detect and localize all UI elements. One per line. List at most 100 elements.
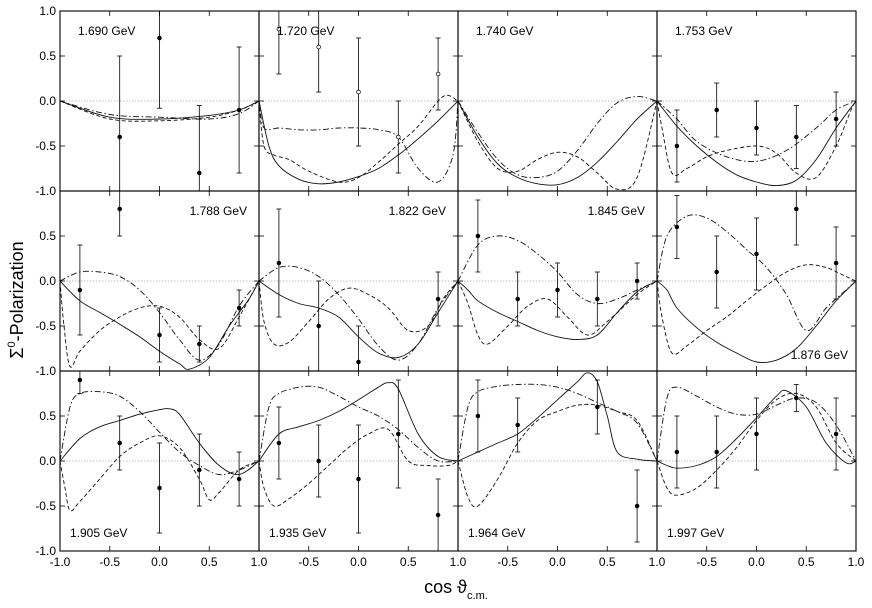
x-axis-title-main: cos ϑ (424, 577, 467, 597)
data-point-9-3 (157, 485, 162, 491)
data-point-9-4 (197, 467, 202, 473)
data-point-9-2 (117, 440, 122, 446)
data-point-2-5 (435, 71, 441, 77)
curve-dash-dot-panel-9 (59, 390, 260, 476)
x-tick-label-3-4: 0.5 (599, 555, 616, 569)
axis-ticks (59, 10, 857, 552)
data-point-5-5 (236, 305, 242, 311)
x-tick-label-4-5: 1.0 (848, 555, 865, 569)
y-tick-label-2-3: 0.0 (39, 274, 56, 288)
y-tick-label-3-5: -1.0 (35, 544, 56, 558)
curve-dash-dot-panel-10 (258, 385, 459, 463)
curve-solid-panel-10 (258, 382, 459, 462)
curve-dashed-panel-11 (457, 403, 658, 508)
x-tick-label-4-2: -0.5 (696, 555, 717, 569)
data-point-4-3 (754, 125, 759, 131)
data-point-12-2 (714, 449, 719, 455)
energy-label-5: 1.788 GeV (190, 204, 247, 218)
x-tick-label-2-3: 0.0 (350, 555, 367, 569)
data-point-11-3 (595, 404, 600, 410)
data-point-7-2 (515, 296, 520, 302)
curve-solid-panel-3 (457, 100, 658, 186)
y-tick-label-3-3: 0.0 (39, 454, 56, 468)
data-point-2-3 (356, 89, 361, 95)
curve-dash-dot-panel-6 (258, 265, 459, 361)
energy-label-9: 1.905 GeV (70, 526, 127, 540)
data-point-4-5 (833, 116, 839, 122)
x-tick-label-1-4: 0.5 (201, 555, 218, 569)
x-tick-label-1-3: 0.0 (151, 555, 168, 569)
energy-label-4: 1.753 GeV (675, 24, 732, 38)
x-axis-title-sub: c.m. (467, 590, 488, 602)
data-point-1-2 (157, 35, 162, 41)
curve-dashed-panel-10 (258, 427, 459, 507)
x-tick-label-1-2: -0.5 (99, 555, 120, 569)
x-tick-label-2-5: 1.0 (450, 555, 467, 569)
data-point-11-4 (634, 503, 640, 509)
x-tick-label-4-3: 0.0 (748, 555, 765, 569)
curve-solid-panel-9 (59, 408, 260, 476)
energy-label-11: 1.964 GeV (468, 526, 525, 540)
curve-dash-dot-panel-4 (656, 100, 857, 162)
data-point-9-5 (236, 476, 242, 482)
data-point-12-4 (794, 395, 799, 401)
curve-dashed-panel-7 (457, 280, 658, 345)
data-point-9-1 (77, 377, 83, 383)
x-axis-title: cos ϑc.m. (424, 577, 488, 602)
data-point-11-1 (475, 413, 481, 419)
data-point-1-4 (236, 107, 242, 113)
y-tick-label-2-5: -1.0 (35, 364, 56, 378)
data-point-7-5 (634, 278, 640, 284)
energy-label-10: 1.935 GeV (269, 526, 326, 540)
data-point-7-1 (475, 233, 481, 239)
y-axis-title-rest: -Polarization (7, 241, 27, 341)
energy-labels: 1.690 GeV 1.720 GeV 1.740 GeV 1.753 GeV 1.78… (70, 24, 848, 540)
data-point-5-4 (197, 341, 202, 347)
data-point-12-3 (754, 431, 759, 437)
x-tick-label-1-1: -1.0 (50, 555, 71, 569)
curve-dashed-panel-8 (656, 264, 857, 355)
curve-dashed-panel-5 (59, 280, 260, 368)
energy-label-12: 1.997 GeV (667, 526, 724, 540)
energy-label-1: 1.690 GeV (78, 24, 135, 38)
data-point-4-2 (714, 107, 719, 113)
data-point-6-1 (276, 260, 282, 266)
data-point-8-1 (674, 224, 680, 230)
x-tick-label-3-2: -0.5 (497, 555, 518, 569)
data-point-7-4 (595, 296, 600, 302)
tick-labels: 1.00.50.0-0.5-1.00.50.0-0.5-1.0-1.0 -0.5 0… (35, 4, 864, 569)
data-point-8-4 (794, 206, 799, 212)
data-point-12-5 (833, 431, 839, 437)
y-tick-label-1-2: 0.5 (39, 49, 56, 63)
y-tick-label-1-4: -0.5 (35, 139, 56, 153)
data-point-8-3 (754, 251, 759, 257)
y-tick-label-3-2: 0.5 (39, 409, 56, 423)
energy-label-7: 1.845 GeV (588, 204, 645, 218)
y-axis-title-sup: 0 (6, 341, 18, 347)
data-point-2-1 (276, 26, 282, 32)
data-point-5-3 (157, 332, 162, 338)
x-tick-label-2-4: 0.5 (400, 555, 417, 569)
y-tick-label-3-4: -0.5 (35, 499, 56, 513)
curve-solid-panel-11 (457, 372, 658, 462)
data-point-10-5 (435, 512, 441, 518)
x-tick-label-2-2: -0.5 (298, 555, 319, 569)
data-point-10-4 (396, 431, 401, 437)
data-point-1-3 (197, 170, 202, 176)
curve-dash-dot-panel-7 (457, 235, 658, 305)
curve-solid-panel-8 (656, 280, 857, 363)
y-tick-label-2-2: 0.5 (39, 229, 56, 243)
data-point-5-1 (77, 287, 83, 293)
x-tick-label-4-4: 0.5 (798, 555, 815, 569)
curve-dash-dot-panel-11 (457, 383, 658, 462)
data-point-10-3 (356, 476, 361, 482)
energy-label-6: 1.822 GeV (389, 204, 446, 218)
curve-solid-panel-5 (59, 280, 260, 370)
curve-dash-dot-panel-3 (457, 96, 658, 179)
data-point-6-3 (356, 359, 361, 365)
data-point-4-1 (674, 143, 680, 149)
y-tick-label-1-1: 1.0 (39, 4, 56, 18)
data-point-4-4 (794, 134, 799, 140)
y-tick-label-1-3: 0.0 (39, 94, 56, 108)
